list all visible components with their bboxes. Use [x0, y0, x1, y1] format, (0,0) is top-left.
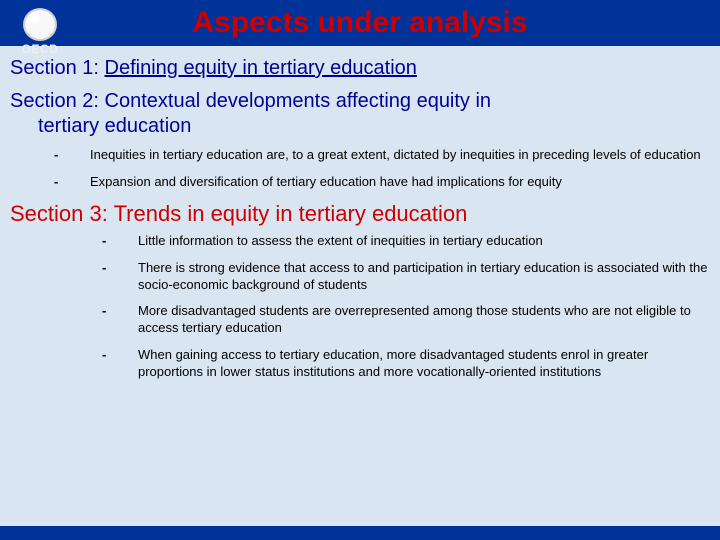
dash-icon: -: [102, 233, 130, 248]
dash-icon: -: [102, 303, 130, 318]
bullet-text: Expansion and diversification of tertiar…: [82, 174, 562, 191]
list-item: - Inequities in tertiary education are, …: [54, 147, 710, 164]
list-item: - Little information to assess the exten…: [102, 233, 710, 250]
globe-icon: [23, 8, 57, 41]
section-3-heading: Section 3: Trends in equity in tertiary …: [10, 201, 710, 227]
content-area: Section 1: Defining equity in tertiary e…: [0, 46, 720, 526]
section-2-label: Section 2:: [10, 90, 99, 112]
list-item: - There is strong evidence that access t…: [102, 260, 710, 294]
bullet-text: More disadvantaged students are overrepr…: [130, 303, 710, 337]
section-2-text-line2: tertiary education: [10, 115, 191, 137]
slide-title: Aspects under analysis: [0, 0, 720, 46]
oecd-logo: OECD: [12, 8, 68, 56]
bullet-text: There is strong evidence that access to …: [130, 260, 710, 294]
section-3-text: Trends in equity in tertiary education: [114, 201, 468, 226]
slide: OECD Aspects under analysis Section 1: D…: [0, 0, 720, 540]
list-item: - More disadvantaged students are overre…: [102, 303, 710, 337]
section-3-label: Section 3:: [10, 201, 108, 226]
bullet-text: When gaining access to tertiary educatio…: [130, 347, 710, 381]
section-1-text: Defining equity in tertiary education: [105, 57, 417, 79]
dash-icon: -: [54, 147, 82, 162]
list-item: - When gaining access to tertiary educat…: [102, 347, 710, 381]
section-1-label: Section 1:: [10, 57, 99, 79]
dash-icon: -: [102, 347, 130, 362]
dash-icon: -: [102, 260, 130, 275]
dash-icon: -: [54, 174, 82, 189]
logo-text: OECD: [22, 42, 59, 56]
bullet-text: Inequities in tertiary education are, to…: [82, 147, 701, 164]
bullet-text: Little information to assess the extent …: [130, 233, 543, 250]
section-3-bullets: - Little information to assess the exten…: [10, 233, 710, 381]
list-item: - Expansion and diversification of terti…: [54, 174, 710, 191]
section-1-heading: Section 1: Defining equity in tertiary e…: [10, 56, 710, 81]
section-2-bullets: - Inequities in tertiary education are, …: [10, 147, 710, 191]
section-2-text: Contextual developments affecting equity…: [105, 90, 492, 112]
section-2-heading: Section 2: Contextual developments affec…: [10, 89, 710, 139]
